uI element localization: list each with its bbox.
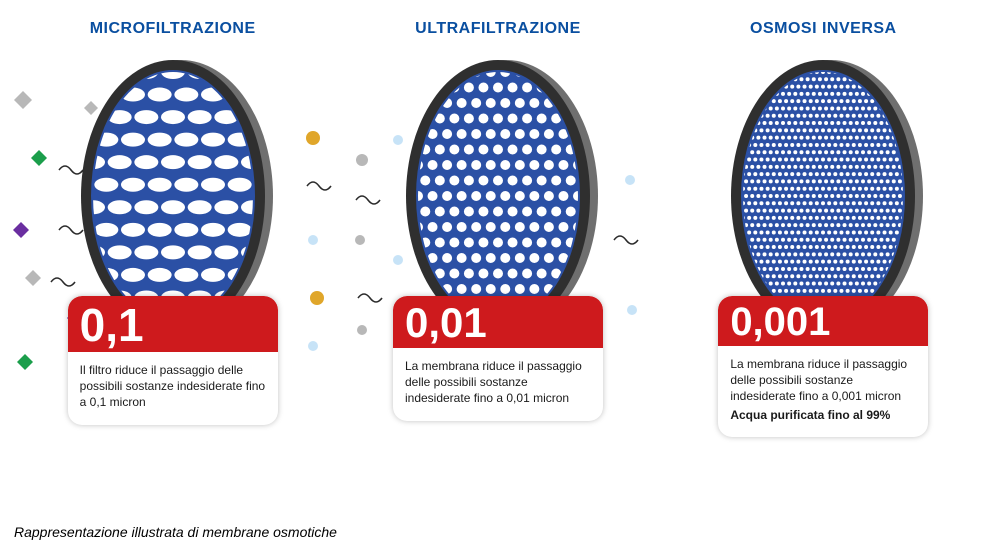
infographic: MICROFILTRAZIONE 0,1Il filtro riduce il p… xyxy=(0,0,996,437)
desc-bold-osmosi: Acqua purificata fino al 99% xyxy=(730,407,916,423)
card-ultra: 0,01La membrana riduce il passaggio dell… xyxy=(393,296,603,421)
desc-micro: Il filtro riduce il passaggio delle poss… xyxy=(68,352,278,425)
card-osmosi: 0,001La membrana riduce il passaggio del… xyxy=(718,296,928,437)
value-osmosi: 0,001 xyxy=(718,296,928,346)
value-micro: 0,1 xyxy=(68,296,278,352)
card-micro: 0,1Il filtro riduce il passaggio delle p… xyxy=(68,296,278,425)
panel-micro: MICROFILTRAZIONE 0,1Il filtro riduce il p… xyxy=(23,20,323,437)
membrane-micro xyxy=(73,56,273,336)
title-ultra: ULTRAFILTRAZIONE xyxy=(415,20,581,38)
title-micro: MICROFILTRAZIONE xyxy=(90,20,256,38)
panel-ultra: ULTRAFILTRAZIONE 0,01La membrana riduce i… xyxy=(348,20,648,437)
membrane-ultra xyxy=(398,56,598,336)
value-ultra: 0,01 xyxy=(393,296,603,348)
desc-osmosi: La membrana riduce il passaggio delle po… xyxy=(718,346,928,437)
panel-osmosi: OSMOSI INVERSA 0,001La membrana riduce il… xyxy=(673,20,973,437)
caption: Rappresentazione illustrata di membrane … xyxy=(14,524,337,540)
desc-ultra: La membrana riduce il passaggio delle po… xyxy=(393,348,603,421)
membrane-osmosi xyxy=(723,56,923,336)
title-osmosi: OSMOSI INVERSA xyxy=(750,20,897,38)
